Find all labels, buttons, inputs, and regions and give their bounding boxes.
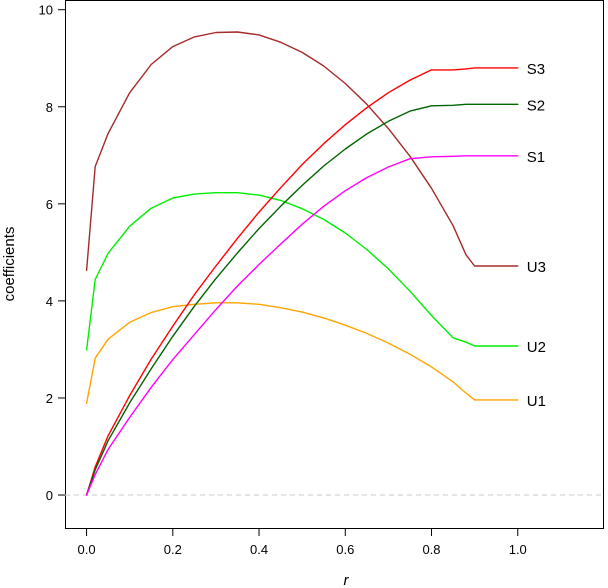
y-tick-label: 10 — [39, 3, 53, 18]
y-tick-label: 2 — [46, 391, 53, 406]
series-label-u1: U1 — [527, 393, 546, 410]
series-label-s1: S1 — [527, 149, 545, 166]
x-tick-label: 0.4 — [250, 542, 268, 557]
series-line-s2 — [85, 103, 519, 496]
series-label-u3: U3 — [527, 259, 546, 276]
x-axis: 0.0 0.2 0.4 0.6 0.8 1.0 — [78, 529, 527, 557]
x-axis-label: r — [344, 572, 350, 588]
x-tick-label: 0.2 — [164, 542, 182, 557]
y-tick-label: 0 — [46, 488, 53, 503]
x-tick-label: 0.8 — [422, 542, 440, 557]
y-axis: 0 2 4 6 8 10 — [39, 3, 65, 503]
x-tick-label: 0.6 — [336, 542, 354, 557]
series-line-s1 — [85, 155, 519, 496]
y-tick-label: 4 — [46, 294, 53, 309]
series-layer — [85, 31, 519, 496]
series-line-u2 — [85, 191, 519, 351]
series-label-s3: S3 — [527, 61, 545, 78]
x-tick-label: 1.0 — [509, 542, 527, 557]
y-axis-label: coefficients — [1, 227, 18, 302]
series-line-u3 — [85, 31, 519, 271]
y-tick-label: 6 — [46, 197, 53, 212]
series-label-s2: S2 — [527, 97, 545, 114]
plot-frame — [65, 0, 604, 529]
y-tick-label: 8 — [46, 100, 53, 115]
series-line-s3 — [85, 67, 519, 496]
series-line-u1 — [85, 302, 519, 404]
x-tick-label: 0.0 — [78, 542, 96, 557]
series-label-layer: U3 U2 U1 S3 S2 S1 — [527, 61, 546, 410]
series-label-u2: U2 — [527, 339, 546, 356]
